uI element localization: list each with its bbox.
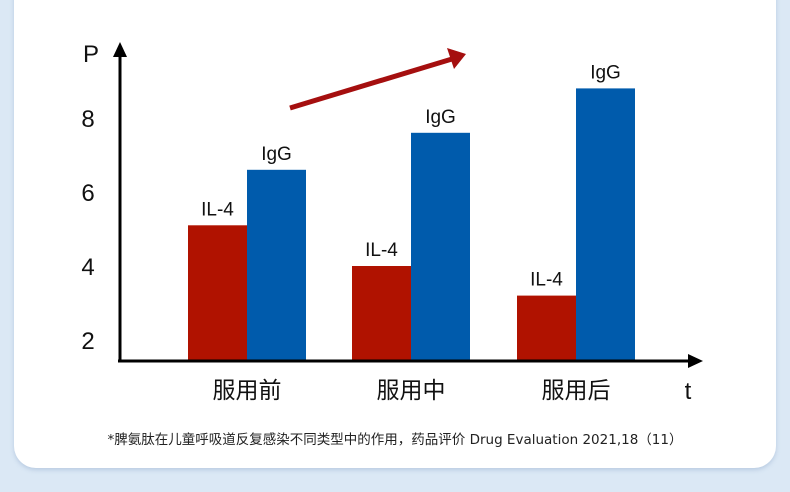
bar-il-4 <box>352 266 411 360</box>
y-tick-label: 4 <box>81 254 94 281</box>
bar-il-4 <box>517 295 576 360</box>
bar-label: IgG <box>425 107 456 128</box>
bar-label: IL-4 <box>365 240 398 261</box>
bar-label: IL-4 <box>530 270 563 291</box>
footnote: *脾氨肽在儿童呼吸道反复感染不同类型中的作用，药品评价 Drug Evaluat… <box>107 432 683 448</box>
bar-igg <box>411 132 470 360</box>
x-axis-label: t <box>685 378 692 405</box>
bar-igg <box>576 88 635 361</box>
y-tick-label: 6 <box>81 180 94 207</box>
x-tick-label: 服用中 <box>377 378 446 404</box>
y-tick-label: 2 <box>81 328 94 355</box>
y-axis-label: P <box>83 41 99 68</box>
trend-arrow <box>289 56 453 111</box>
bar-il-4 <box>188 225 247 360</box>
trend-arrow-head-icon <box>447 48 466 69</box>
y-tick-label: 8 <box>81 106 94 133</box>
bar-igg <box>247 169 306 360</box>
bar-label: IgG <box>261 144 292 165</box>
bar-label: IgG <box>590 62 621 83</box>
bar-label: IL-4 <box>201 199 234 220</box>
x-axis-arrow-icon <box>688 354 703 368</box>
y-axis-arrow-icon <box>113 42 127 57</box>
x-tick-label: 服用后 <box>542 378 611 404</box>
x-tick-label: 服用前 <box>213 378 282 404</box>
